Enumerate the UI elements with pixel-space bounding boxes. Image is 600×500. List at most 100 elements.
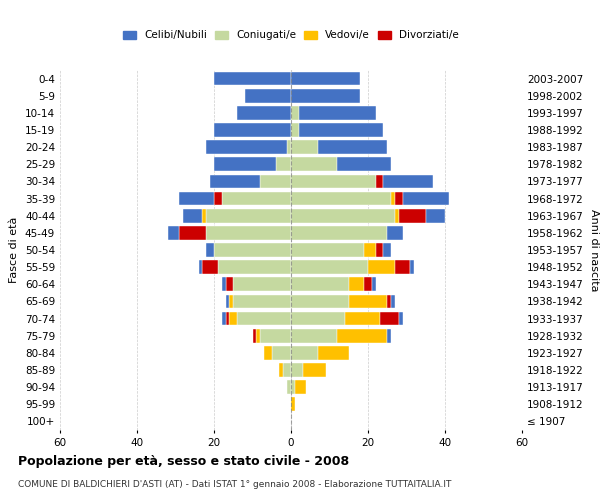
Bar xyxy=(383,174,433,188)
Bar xyxy=(214,72,291,86)
Bar xyxy=(210,174,260,188)
Bar xyxy=(395,260,410,274)
Y-axis label: Anni di nascita: Anni di nascita xyxy=(589,209,599,291)
Bar xyxy=(222,312,226,326)
Bar xyxy=(295,380,307,394)
Bar xyxy=(299,123,383,137)
Bar xyxy=(291,89,360,102)
Bar xyxy=(283,363,291,377)
Bar xyxy=(226,278,233,291)
Bar xyxy=(345,312,380,326)
Bar xyxy=(226,312,229,326)
Bar xyxy=(237,312,291,326)
Bar xyxy=(376,243,383,257)
Bar xyxy=(202,209,206,222)
Bar xyxy=(395,192,403,205)
Legend: Celibi/Nubili, Coniugati/e, Vedovi/e, Divorziati/e: Celibi/Nubili, Coniugati/e, Vedovi/e, Di… xyxy=(121,28,461,42)
Bar xyxy=(280,363,283,377)
Bar xyxy=(399,312,403,326)
Bar xyxy=(391,192,395,205)
Bar xyxy=(299,106,376,120)
Bar xyxy=(291,398,295,411)
Bar xyxy=(349,294,387,308)
Bar xyxy=(426,209,445,222)
Bar xyxy=(179,226,206,239)
Bar xyxy=(337,158,391,171)
Bar xyxy=(395,209,399,222)
Bar xyxy=(206,209,291,222)
Bar xyxy=(260,329,291,342)
Bar xyxy=(214,192,222,205)
Bar xyxy=(364,243,376,257)
Bar xyxy=(291,312,345,326)
Bar xyxy=(291,226,387,239)
Bar xyxy=(287,140,291,154)
Bar xyxy=(206,243,214,257)
Bar xyxy=(349,278,364,291)
Bar xyxy=(291,278,349,291)
Bar xyxy=(376,174,383,188)
Bar xyxy=(218,260,291,274)
Bar xyxy=(372,278,376,291)
Bar xyxy=(391,294,395,308)
Bar xyxy=(229,312,237,326)
Bar xyxy=(287,380,291,394)
Bar xyxy=(253,329,256,342)
Bar xyxy=(222,278,226,291)
Bar xyxy=(291,192,391,205)
Bar xyxy=(291,363,302,377)
Bar xyxy=(264,346,272,360)
Bar xyxy=(291,329,337,342)
Bar xyxy=(364,278,372,291)
Bar xyxy=(387,226,403,239)
Bar xyxy=(222,192,291,205)
Bar xyxy=(214,243,291,257)
Bar xyxy=(237,106,291,120)
Bar xyxy=(318,346,349,360)
Bar xyxy=(387,294,391,308)
Bar xyxy=(245,89,291,102)
Bar xyxy=(383,243,391,257)
Bar xyxy=(202,260,218,274)
Bar xyxy=(256,329,260,342)
Bar xyxy=(291,174,376,188)
Bar xyxy=(291,243,364,257)
Bar xyxy=(291,346,318,360)
Bar xyxy=(399,209,426,222)
Bar xyxy=(272,346,291,360)
Bar xyxy=(168,226,179,239)
Bar xyxy=(291,158,337,171)
Bar xyxy=(380,312,399,326)
Bar xyxy=(206,226,291,239)
Bar xyxy=(275,158,291,171)
Bar xyxy=(214,158,275,171)
Bar xyxy=(260,174,291,188)
Bar xyxy=(387,329,391,342)
Bar xyxy=(410,260,414,274)
Text: Popolazione per età, sesso e stato civile - 2008: Popolazione per età, sesso e stato civil… xyxy=(18,455,349,468)
Bar xyxy=(318,140,387,154)
Bar xyxy=(403,192,449,205)
Bar xyxy=(206,140,287,154)
Bar xyxy=(199,260,202,274)
Bar xyxy=(291,140,318,154)
Bar xyxy=(291,106,299,120)
Y-axis label: Fasce di età: Fasce di età xyxy=(10,217,19,283)
Bar xyxy=(291,209,395,222)
Bar xyxy=(179,192,214,205)
Bar xyxy=(302,363,326,377)
Bar xyxy=(214,123,291,137)
Bar xyxy=(226,294,229,308)
Bar xyxy=(337,329,387,342)
Bar xyxy=(233,278,291,291)
Text: COMUNE DI BALDICHIERI D'ASTI (AT) - Dati ISTAT 1° gennaio 2008 - Elaborazione TU: COMUNE DI BALDICHIERI D'ASTI (AT) - Dati… xyxy=(18,480,451,489)
Bar xyxy=(183,209,202,222)
Bar xyxy=(233,294,291,308)
Bar xyxy=(229,294,233,308)
Bar xyxy=(291,294,349,308)
Bar xyxy=(291,260,368,274)
Bar xyxy=(291,72,360,86)
Bar xyxy=(368,260,395,274)
Bar xyxy=(291,380,295,394)
Bar xyxy=(291,123,299,137)
